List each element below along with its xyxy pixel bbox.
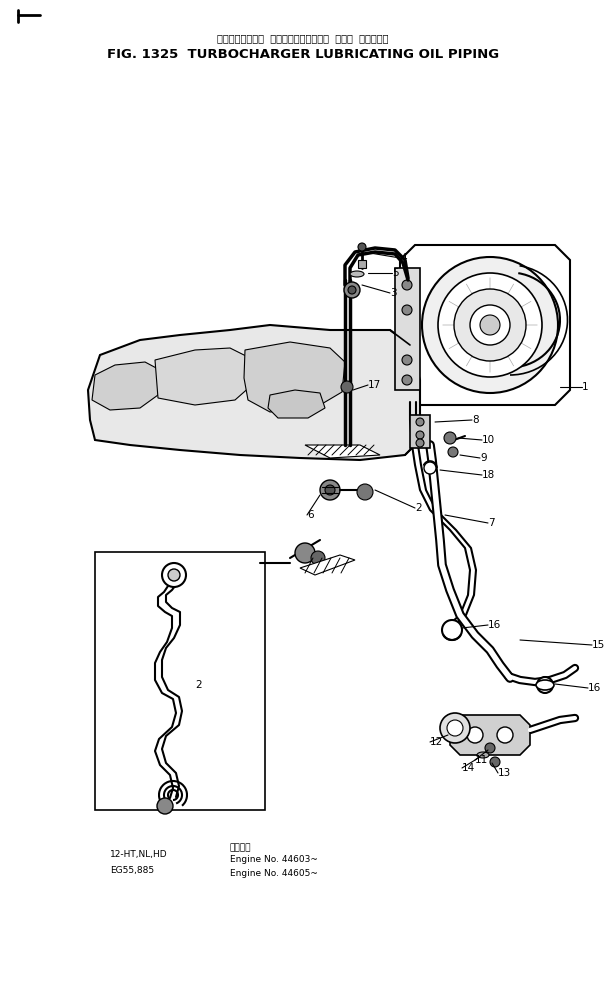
Circle shape bbox=[402, 355, 412, 365]
Circle shape bbox=[447, 720, 463, 736]
Text: 3: 3 bbox=[390, 288, 396, 298]
Text: 1: 1 bbox=[582, 382, 589, 392]
Polygon shape bbox=[400, 245, 570, 405]
Polygon shape bbox=[244, 342, 345, 412]
Circle shape bbox=[497, 727, 513, 743]
Circle shape bbox=[402, 280, 412, 290]
Polygon shape bbox=[395, 268, 420, 390]
Text: 15: 15 bbox=[592, 640, 605, 650]
Circle shape bbox=[311, 551, 325, 565]
Text: 17: 17 bbox=[368, 380, 381, 390]
Polygon shape bbox=[358, 260, 366, 268]
Text: 10: 10 bbox=[482, 435, 495, 445]
Circle shape bbox=[442, 620, 462, 640]
Text: 18: 18 bbox=[482, 470, 495, 480]
Circle shape bbox=[424, 462, 436, 474]
Circle shape bbox=[480, 315, 500, 335]
Circle shape bbox=[341, 381, 353, 393]
Circle shape bbox=[295, 543, 315, 563]
Text: 12: 12 bbox=[430, 737, 443, 747]
Ellipse shape bbox=[536, 680, 554, 690]
Circle shape bbox=[325, 485, 335, 495]
Text: 2: 2 bbox=[195, 680, 202, 690]
Polygon shape bbox=[300, 555, 355, 575]
Circle shape bbox=[344, 282, 360, 298]
Text: 6: 6 bbox=[307, 510, 314, 520]
Polygon shape bbox=[450, 715, 530, 755]
Circle shape bbox=[157, 798, 173, 814]
Text: 12-HT,NL,HD: 12-HT,NL,HD bbox=[110, 851, 168, 860]
Circle shape bbox=[485, 743, 495, 753]
Circle shape bbox=[422, 257, 558, 393]
Circle shape bbox=[444, 432, 456, 444]
Text: 9: 9 bbox=[480, 453, 487, 463]
Text: 13: 13 bbox=[498, 768, 511, 778]
Circle shape bbox=[440, 713, 470, 743]
Circle shape bbox=[537, 677, 553, 693]
Circle shape bbox=[168, 569, 180, 581]
Polygon shape bbox=[155, 348, 252, 405]
Circle shape bbox=[320, 480, 340, 500]
Text: 8: 8 bbox=[472, 415, 479, 425]
Ellipse shape bbox=[477, 752, 489, 758]
Text: 4: 4 bbox=[400, 253, 407, 263]
Text: 14: 14 bbox=[462, 763, 475, 773]
Circle shape bbox=[490, 757, 500, 767]
Circle shape bbox=[358, 243, 366, 251]
Polygon shape bbox=[410, 415, 430, 448]
Polygon shape bbox=[95, 552, 265, 810]
Text: FIG. 1325  TURBOCHARGER LUBRICATING OIL PIPING: FIG. 1325 TURBOCHARGER LUBRICATING OIL P… bbox=[107, 49, 499, 62]
Circle shape bbox=[357, 484, 373, 500]
Circle shape bbox=[162, 563, 186, 587]
Text: 2: 2 bbox=[415, 503, 422, 513]
Circle shape bbox=[438, 273, 542, 377]
Circle shape bbox=[348, 286, 356, 294]
Polygon shape bbox=[305, 445, 380, 458]
Text: Engine No. 44605~: Engine No. 44605~ bbox=[230, 869, 318, 878]
Ellipse shape bbox=[350, 271, 364, 277]
Circle shape bbox=[416, 418, 424, 426]
Circle shape bbox=[402, 375, 412, 385]
Circle shape bbox=[467, 727, 483, 743]
Text: 16: 16 bbox=[488, 620, 501, 630]
Text: EG55,885: EG55,885 bbox=[110, 866, 154, 875]
Polygon shape bbox=[268, 390, 325, 418]
Text: 7: 7 bbox=[488, 518, 495, 528]
Polygon shape bbox=[88, 325, 420, 460]
Text: 11: 11 bbox=[475, 755, 488, 765]
Circle shape bbox=[448, 447, 458, 457]
Text: 5: 5 bbox=[392, 268, 399, 278]
Circle shape bbox=[454, 289, 526, 361]
Text: Engine No. 44603~: Engine No. 44603~ bbox=[230, 856, 318, 865]
Circle shape bbox=[402, 305, 412, 315]
Circle shape bbox=[416, 439, 424, 447]
Text: ターボチャージャ  ルーブリケーティング  オイル  パイピング: ターボチャージャ ルーブリケーティング オイル パイピング bbox=[217, 33, 388, 43]
Polygon shape bbox=[92, 362, 160, 410]
Circle shape bbox=[416, 431, 424, 439]
Circle shape bbox=[470, 305, 510, 345]
Text: 16: 16 bbox=[588, 683, 602, 693]
Text: 適用号機: 適用号機 bbox=[230, 844, 251, 853]
